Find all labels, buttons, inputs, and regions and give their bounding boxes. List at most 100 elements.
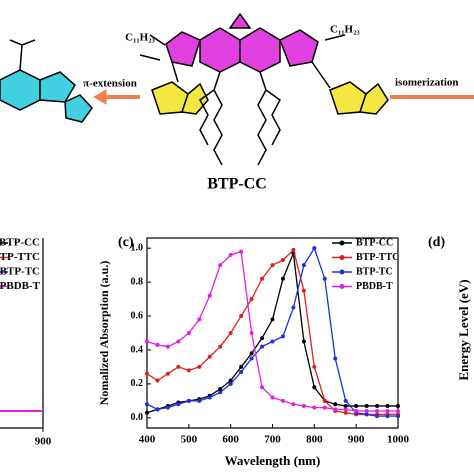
data-point <box>145 410 149 415</box>
y-tick-label: 1.0 <box>131 242 144 253</box>
data-point <box>343 398 348 403</box>
data-point <box>218 344 223 349</box>
data-point <box>239 249 244 254</box>
axis-title: Energy Level (eV) <box>456 279 471 380</box>
data-point <box>197 317 202 322</box>
data-point <box>343 407 348 412</box>
data-point <box>165 405 170 410</box>
legend-marker <box>339 269 345 275</box>
data-point <box>260 385 265 390</box>
data-point <box>228 331 233 335</box>
x-tick-label: 500 <box>181 434 198 446</box>
axis-title: Nomalized Absorption (a.u.) <box>97 261 111 406</box>
legend-label: BTP-TTC <box>0 251 40 263</box>
data-point <box>396 414 400 419</box>
data-point <box>333 407 338 412</box>
data-point <box>197 364 202 369</box>
data-point <box>291 402 296 407</box>
x-tick-label: 800 <box>306 434 323 446</box>
data-point <box>343 403 348 408</box>
panel-label: (c) <box>118 235 134 250</box>
data-point <box>145 402 149 407</box>
data-point <box>186 331 191 335</box>
data-point <box>218 386 223 391</box>
data-point <box>249 351 254 356</box>
data-point <box>260 344 265 349</box>
data-point <box>312 405 317 410</box>
data-point <box>176 339 181 344</box>
x-tick-label: 600 <box>222 434 239 446</box>
data-point <box>155 342 160 347</box>
legend-marker <box>339 284 345 289</box>
data-point <box>301 288 306 293</box>
data-point <box>207 354 212 359</box>
left-panel <box>0 238 44 429</box>
y-tick-label: 0.0 <box>131 412 144 423</box>
data-point <box>322 276 327 281</box>
data-point <box>301 263 306 268</box>
data-point <box>322 398 327 403</box>
legend-label: BTP-TC <box>0 266 40 278</box>
data-point <box>155 407 160 412</box>
data-point <box>280 276 285 281</box>
data-point <box>249 331 254 335</box>
y-tick-label: 0.2 <box>131 378 144 389</box>
data-point <box>375 403 380 408</box>
chain-label: C₁₁H₂₃ <box>125 32 155 44</box>
data-point <box>312 246 317 251</box>
data-point <box>155 378 160 383</box>
data-point <box>280 258 285 263</box>
data-point <box>364 412 369 417</box>
data-point <box>301 339 306 344</box>
data-point <box>280 398 285 403</box>
data-point <box>260 276 265 281</box>
data-point <box>396 403 400 408</box>
data-point <box>354 403 359 408</box>
data-point <box>375 409 380 414</box>
data-point <box>228 252 233 257</box>
data-point <box>301 403 306 408</box>
data-point <box>280 334 285 339</box>
data-point <box>239 370 244 375</box>
data-point <box>364 403 369 408</box>
legend-marker <box>339 255 345 260</box>
data-point <box>385 403 390 408</box>
legend-label: PBDB-T <box>356 281 393 292</box>
legend-marker <box>339 240 345 246</box>
data-point <box>270 395 275 400</box>
data-point <box>145 339 149 344</box>
data-point <box>165 344 170 349</box>
data-point <box>260 336 265 341</box>
molecule-name: BTP-CC <box>207 176 267 193</box>
data-point <box>385 409 390 414</box>
data-point <box>218 390 223 395</box>
legend-label: BTP-CC <box>356 237 393 248</box>
data-point <box>197 398 202 403</box>
data-point <box>385 414 390 419</box>
legend-label: BTP-CC <box>0 237 40 249</box>
data-point <box>333 356 338 361</box>
data-point <box>207 293 212 298</box>
axis-title: Wavelength (nm) <box>225 453 321 468</box>
data-point <box>249 356 254 361</box>
data-point <box>218 263 223 268</box>
data-point <box>207 395 212 400</box>
data-point <box>145 371 149 376</box>
data-point <box>333 402 338 407</box>
x-tick-label: 900 <box>35 436 52 448</box>
data-point <box>291 247 296 252</box>
data-point <box>270 263 275 268</box>
data-point <box>228 381 233 386</box>
data-point <box>322 405 327 410</box>
x-tick-label: 900 <box>348 434 365 446</box>
legend-label: BTP-TTC <box>356 252 399 263</box>
y-tick-label: 0.4 <box>131 344 144 355</box>
x-tick-label: 1000 <box>387 434 410 446</box>
y-tick-label: 0.8 <box>131 276 144 287</box>
legend-label: BTP-TC <box>356 266 393 277</box>
data-point <box>343 410 348 415</box>
data-point <box>354 409 359 414</box>
data-point <box>165 371 170 376</box>
data-point <box>396 409 400 414</box>
